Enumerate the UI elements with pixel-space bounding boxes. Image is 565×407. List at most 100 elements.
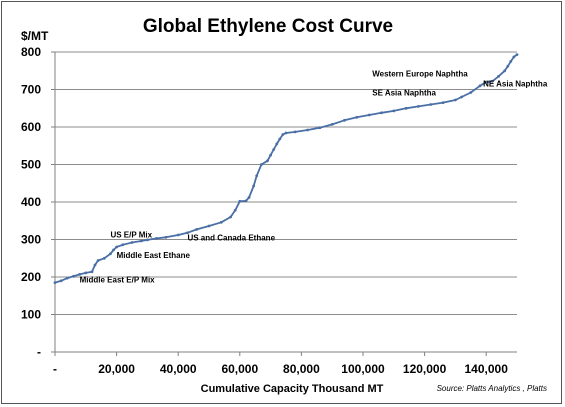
annotations: Middle East E/P Mix Middle East Ethane US … [80,69,548,284]
cost-curve-point [109,252,112,256]
cost-curve-point [90,270,94,274]
cost-curve-point [275,142,279,146]
y-tick-label: 100 [21,308,41,322]
cost-curve-point [380,111,383,115]
y-tick-label: - [37,345,41,359]
x-tick-label: 40,000 [160,362,197,376]
x-tick-label: 80,000 [283,362,320,376]
cost-curve-point [484,80,488,84]
cost-curve-point [272,148,276,151]
x-tick-label: 140,000 [465,362,509,376]
cost-curve-point [252,184,256,188]
cost-curve-point [176,233,180,237]
cost-curve-point [478,84,482,88]
cost-curve-point [491,79,494,83]
annotation-label: Middle East Ethane [117,251,191,260]
cost-curve-point [269,153,272,157]
cost-curve-point [130,241,134,244]
source-note: Source: Platts Analytics , Platts [437,384,547,393]
cost-curve-point [195,228,199,231]
cost-curve-point [65,276,69,280]
cost-curve-point [121,243,125,247]
gridlines [55,51,517,315]
y-tick-labels: - 100 200 300 400 500 600 700 800 [21,45,41,359]
y-tick-label: 400 [21,195,41,209]
axes [51,51,517,356]
y-axis-label: $/MT [21,29,49,43]
x-axis-label: Cumulative Capacity Thousand MT [201,383,384,395]
cost-curve-point [139,239,143,243]
annotation-label: US E/P Mix [110,231,152,240]
cost-curve-point [244,199,248,203]
cost-curve-point [53,281,57,284]
cost-curve-point [93,263,97,267]
cost-curve-point [96,259,100,262]
cost-curve-point [115,245,118,249]
cost-curve-point [155,237,159,240]
cost-curve-point [284,131,288,135]
x-tick-label: 100,000 [341,362,385,376]
cost-curve-point [102,256,106,260]
cost-curve-point [306,128,309,132]
cost-curve-point [506,64,510,68]
series-group [53,53,519,284]
cost-curve-point [355,115,359,119]
cost-curve-point [441,101,445,104]
cost-curve-point [78,273,81,276]
cost-curve-point [219,220,223,224]
cost-curve-point [260,163,263,166]
y-tick-label: 600 [21,120,41,134]
cost-curve-point [255,174,259,178]
y-tick-label: 800 [21,45,41,59]
cost-curve-point [343,118,346,122]
annotation-label: Western Europe Naphtha [372,69,468,78]
cost-curve-point [460,95,463,99]
annotation-label: SE Asia Naphtha [372,89,436,98]
cost-curve-line [54,53,518,284]
y-tick-label: 700 [21,83,41,97]
y-tick-label: 200 [21,270,41,284]
cost-curve-point [112,248,115,252]
cost-curve-point [509,60,513,63]
cost-curve-point [59,279,63,283]
cost-curve-point [469,91,473,94]
cost-curve-point [417,105,420,108]
cost-curve-point [266,159,269,163]
cost-curve-point [247,196,251,199]
cost-curve-point [330,123,334,126]
cost-curve-point [454,98,457,102]
cost-curve-point [233,208,237,212]
y-tick-label: 300 [21,233,41,247]
cost-curve-point [429,103,433,106]
x-tick-label: - [53,362,57,376]
x-tick-label: 60,000 [221,362,258,376]
chart-title: Global Ethylene Cost Curve [143,16,393,37]
cost-curve-point [512,55,516,59]
cost-curve-point [84,271,88,275]
y-tick-label: 500 [21,158,41,172]
x-tick-label: 120,000 [403,362,447,376]
cost-curve-point [207,224,211,228]
cost-curve-point [293,130,297,134]
cost-curve-point [278,137,282,141]
cost-curve-point [229,215,233,219]
x-tick-labels: - 20,000 40,000 60,000 80,000 100,000 120,000 1… [53,362,508,376]
cost-curve-point [392,109,396,113]
cost-curve-point [186,231,189,235]
cost-curve-point [164,235,168,239]
annotation-label: NE Asia Naphtha [483,80,548,89]
annotation-label: Middle East E/P Mix [80,276,156,285]
cost-curve-point [503,69,507,73]
cost-curve-point [497,75,500,78]
cost-curve-point [515,53,519,56]
cost-curve-point [281,133,285,136]
cost-curve-point [367,113,371,117]
cost-curve-point [146,238,149,242]
cost-curve-point [238,199,242,203]
x-tick-label: 20,000 [98,362,135,376]
cost-curve-point [318,126,322,130]
cost-curve-point [72,274,75,278]
annotation-label: US and Canada Ethane [187,233,275,242]
cost-curve-point [404,106,408,110]
